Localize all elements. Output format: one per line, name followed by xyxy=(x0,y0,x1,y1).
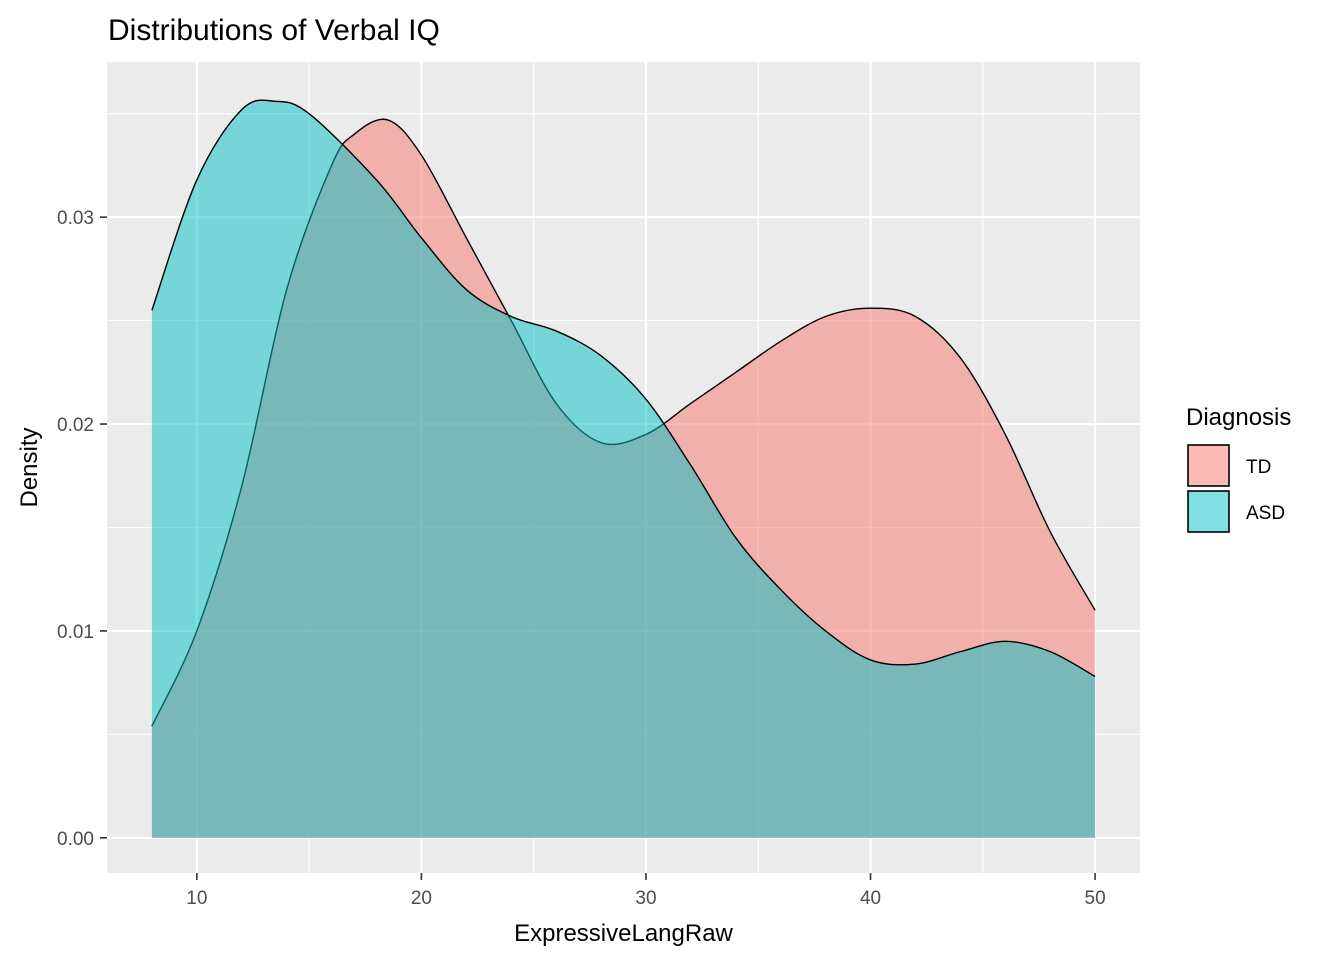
density-area-asd xyxy=(151,100,1096,838)
legend: Diagnosis TD ASD xyxy=(1186,404,1291,533)
legend-key-td xyxy=(1187,444,1230,487)
density-areas xyxy=(151,99,1096,838)
y-tick-label: 0.02 xyxy=(57,415,94,436)
y-tick-label: 0.00 xyxy=(57,829,94,850)
chart-title: Distributions of Verbal IQ xyxy=(108,14,440,47)
legend-label-asd: ASD xyxy=(1246,503,1285,524)
legend-key-asd xyxy=(1187,490,1230,533)
y-axis-title: Density xyxy=(16,427,43,507)
x-tick-label: 30 xyxy=(635,888,656,909)
y-tick-label: 0.03 xyxy=(57,208,94,229)
density-line-asd xyxy=(151,99,1096,678)
y-tick-label: 0.01 xyxy=(57,622,94,643)
x-tick-label: 40 xyxy=(860,888,881,909)
x-tick-label: 20 xyxy=(411,888,432,909)
legend-title: Diagnosis xyxy=(1186,404,1291,431)
x-axis-title: ExpressiveLangRaw xyxy=(514,920,733,947)
axes: 10 20 30 40 50 0.00 0.01 0.02 0.03 xyxy=(57,208,1106,909)
legend-label-td: TD xyxy=(1246,457,1271,478)
x-tick-label: 10 xyxy=(186,888,207,909)
x-tick-label: 50 xyxy=(1085,888,1106,909)
